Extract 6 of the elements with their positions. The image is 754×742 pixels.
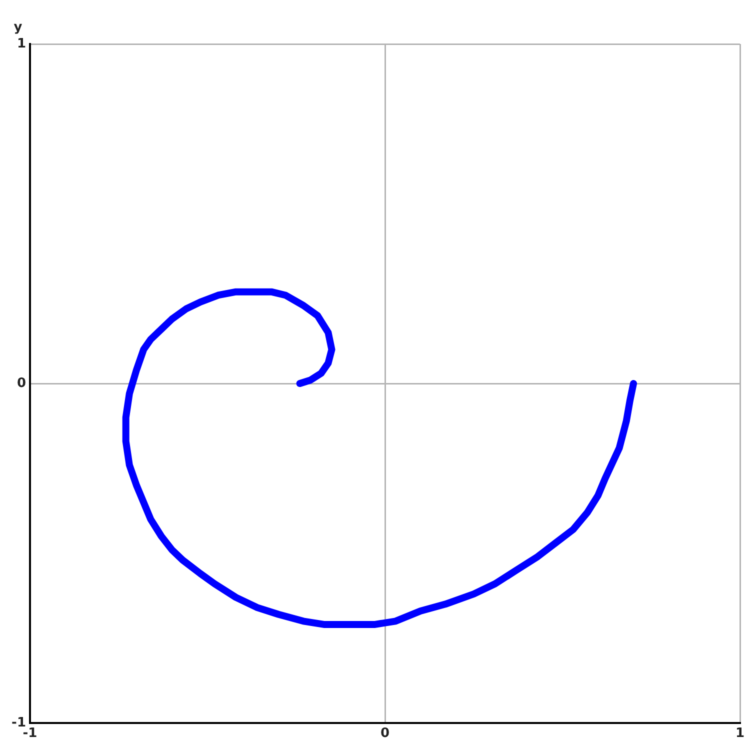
y-axis-title: y [14, 20, 23, 35]
x-tick-label: 0 [380, 726, 390, 742]
y-tick-label: 0 [16, 376, 26, 391]
y-tick-label: 1 [16, 36, 26, 52]
y-tick-label: -1 [12, 715, 26, 730]
x-tick-label: 1 [735, 726, 745, 742]
